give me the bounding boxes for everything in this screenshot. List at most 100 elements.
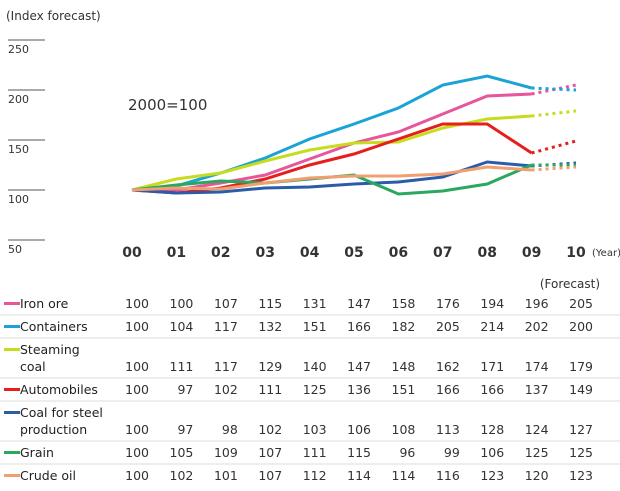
x-tick-label: 06: [389, 245, 408, 261]
table-value: 162: [436, 359, 460, 374]
table-value: 166: [480, 382, 504, 397]
y-tick-label: 50: [8, 243, 22, 256]
x-tick-label: 03: [255, 245, 274, 261]
table-value: 182: [392, 319, 416, 334]
table-value: 171: [480, 359, 504, 374]
table-value: 202: [525, 319, 549, 334]
table-value: 107: [214, 296, 238, 311]
table-value: 111: [303, 445, 327, 460]
forecast-line: [531, 165, 577, 172]
legend-swatch: [4, 474, 20, 477]
x-axis-label: (Year): [592, 248, 620, 259]
table-value: 101: [214, 468, 238, 483]
x-tick-label: 07: [433, 245, 452, 261]
table-value: 99: [444, 445, 460, 460]
table-value: 125: [569, 445, 593, 460]
legend-swatch: [4, 348, 20, 351]
table-value: 115: [347, 445, 371, 460]
legend-swatch: [4, 388, 20, 391]
table-value: 136: [347, 382, 371, 397]
table-value: 100: [125, 445, 149, 460]
x-tick-label: 08: [477, 245, 496, 261]
table-value: 123: [569, 468, 593, 483]
table-value: 102: [258, 422, 282, 437]
table-value: 151: [303, 319, 327, 334]
y-tick-label: 250: [8, 43, 29, 56]
table-value: 131: [303, 296, 327, 311]
table-value: 200: [569, 319, 593, 334]
table-value: 109: [214, 445, 238, 460]
table-value: 147: [347, 359, 371, 374]
table-value: 97: [177, 422, 193, 437]
table-value: 112: [303, 468, 327, 483]
table-value: 107: [258, 445, 282, 460]
x-tick-label: 09: [522, 245, 541, 261]
table-value: 114: [347, 468, 371, 483]
y-tick-label: 100: [8, 193, 29, 206]
legend-swatch: [4, 411, 20, 414]
table-value: 100: [125, 359, 149, 374]
table-value: 97: [177, 382, 193, 397]
table-value: 194: [480, 296, 504, 311]
table-value: 106: [347, 422, 371, 437]
forecast-label: (Forecast): [540, 277, 600, 291]
table-value: 100: [125, 422, 149, 437]
table-value: 102: [170, 468, 194, 483]
row-name: Grain: [20, 445, 54, 460]
table-value: 100: [125, 382, 149, 397]
table-value: 148: [392, 359, 416, 374]
series-line: [131, 114, 532, 192]
table-value: 140: [303, 359, 327, 374]
table-value: 137: [525, 382, 549, 397]
table-value: 103: [303, 422, 327, 437]
table-value: 166: [347, 319, 371, 334]
table-value: 129: [258, 359, 282, 374]
forecast-line: [531, 139, 577, 155]
legend-swatch: [4, 302, 20, 305]
table-value: 205: [569, 296, 593, 311]
series-line: [131, 74, 532, 192]
table-value: 114: [392, 468, 416, 483]
table-value: 149: [569, 382, 593, 397]
table-value: 102: [214, 382, 238, 397]
row-name: Steaming coal: [20, 342, 80, 374]
table-value: 100: [125, 296, 149, 311]
table-value: 108: [392, 422, 416, 437]
x-tick-label: 00: [122, 245, 142, 261]
series-line: [131, 165, 532, 192]
table-value: 111: [170, 359, 194, 374]
table-value: 151: [392, 382, 416, 397]
table-value: 111: [258, 382, 282, 397]
table-value: 128: [480, 422, 504, 437]
table-value: 132: [258, 319, 282, 334]
table-value: 107: [258, 468, 282, 483]
table-value: 127: [569, 422, 593, 437]
table-value: 106: [480, 445, 504, 460]
table-value: 117: [214, 359, 238, 374]
table-value: 158: [392, 296, 416, 311]
table-value: 179: [569, 359, 593, 374]
table-value: 176: [436, 296, 460, 311]
table-value: 214: [480, 319, 504, 334]
table-value: 124: [525, 422, 549, 437]
forecast-line: [531, 86, 577, 92]
legend-swatch: [4, 325, 20, 328]
table-value: 104: [170, 319, 194, 334]
table-value: 116: [436, 468, 460, 483]
forecast-line: [531, 109, 577, 118]
table-value: 100: [125, 319, 149, 334]
y-axis-label: (Index forecast): [6, 9, 101, 23]
table-value: 98: [222, 422, 238, 437]
series-line: [132, 92, 532, 192]
annotation: 2000=100: [128, 96, 207, 114]
table-value: 125: [525, 445, 549, 460]
table-value: 123: [480, 468, 504, 483]
table-value: 117: [214, 319, 238, 334]
legend-swatch: [4, 451, 20, 454]
table-value: 196: [525, 296, 549, 311]
y-tick-label: 200: [8, 93, 29, 106]
y-tick-label: 150: [8, 143, 29, 156]
table-value: 105: [170, 445, 194, 460]
table-value: 166: [436, 382, 460, 397]
